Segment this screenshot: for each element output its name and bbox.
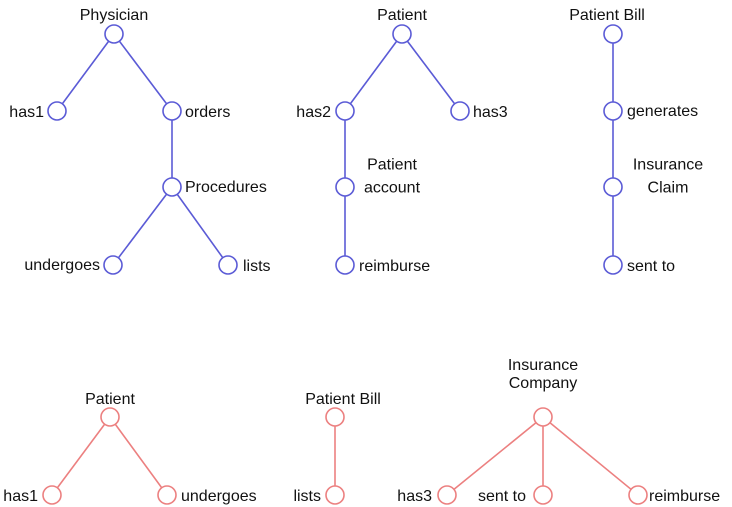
node-undergoes: [103, 255, 123, 275]
node-undergoes-2: [157, 485, 177, 505]
label-insurance-claim: Insurance Claim: [633, 157, 703, 197]
label-patient: Patient: [377, 7, 427, 24]
label-physician: Physician: [80, 7, 148, 24]
node-procedures: [162, 177, 182, 197]
label-patient-bill: Patient Bill: [569, 7, 645, 24]
label-has3-2: has3: [397, 488, 432, 505]
node-patient-bill: [603, 24, 623, 44]
label-patient-bill-2: Patient Bill: [305, 391, 381, 408]
edge-patient-2-to-has1-2: [51, 416, 111, 496]
tree-2: Patient has2 has3 Patient account reimburse: [296, 7, 508, 275]
label-line: Claim: [648, 180, 689, 197]
edge-insurance-company-to-reimburse-2: [542, 416, 639, 496]
label-sent-to: sent to: [627, 258, 675, 275]
node-has2: [335, 101, 355, 121]
edge-insurance-company-to-has3-2: [446, 416, 544, 496]
label-patient-account: Patient account: [364, 157, 421, 197]
edge-patient-to-has3: [401, 33, 461, 112]
edge-patient-2-to-undergoes-2: [109, 416, 168, 496]
label-line: Insurance: [633, 157, 703, 174]
label-sent-to-2: sent to: [478, 488, 526, 505]
edge-physician-to-has1: [56, 33, 115, 112]
node-lists: [218, 255, 238, 275]
node-orders: [162, 101, 182, 121]
node-has3: [450, 101, 470, 121]
node-patient-bill-2: [325, 407, 345, 427]
node-generates: [603, 101, 623, 121]
label-has3: has3: [473, 104, 508, 121]
node-patient-account: [335, 177, 355, 197]
node-sent-to-2: [533, 485, 553, 505]
label-line: Company: [509, 375, 577, 392]
label-has1-2: has1: [3, 488, 38, 505]
edge-physician-to-orders: [113, 33, 173, 112]
label-generates: generates: [627, 103, 698, 120]
node-has3-2: [437, 485, 457, 505]
tree-4: Patient has1 undergoes: [3, 391, 256, 505]
tree-1: Physician has1 orders Procedures undergoes li…: [9, 7, 270, 275]
label-orders: orders: [185, 104, 230, 121]
node-patient-2: [100, 407, 120, 427]
label-line: Patient: [367, 157, 417, 174]
node-physician: [104, 24, 124, 44]
label-lists-2: lists: [293, 488, 321, 505]
node-reimburse-2: [628, 485, 648, 505]
tree-3: Patient Bill generates Insurance Claim sent …: [569, 7, 703, 275]
tree-6: Insurance Company has3 sent to reimburse: [397, 357, 720, 505]
label-undergoes: undergoes: [24, 257, 100, 274]
node-reimburse: [335, 255, 355, 275]
label-undergoes-2: undergoes: [181, 488, 257, 505]
node-insurance-company: [533, 407, 553, 427]
edge-patient-to-has2: [344, 33, 403, 112]
label-procedures: Procedures: [185, 179, 267, 196]
node-has1: [47, 101, 67, 121]
edge-procedures-to-undergoes: [112, 186, 173, 266]
label-reimburse-2: reimburse: [649, 488, 720, 505]
label-lists: lists: [243, 258, 271, 275]
node-has1-2: [42, 485, 62, 505]
node-insurance-claim: [603, 177, 623, 197]
label-line: account: [364, 180, 421, 197]
label-patient-2: Patient: [85, 391, 135, 408]
node-patient: [392, 24, 412, 44]
label-has1: has1: [9, 104, 44, 121]
node-lists-2: [325, 485, 345, 505]
label-has2: has2: [296, 104, 331, 121]
label-insurance-company: Insurance Company: [508, 357, 578, 392]
label-line: Insurance: [508, 357, 578, 374]
label-reimburse: reimburse: [359, 258, 430, 275]
tree-5: Patient Bill lists: [293, 391, 380, 505]
edge-procedures-to-lists: [171, 186, 229, 266]
node-sent-to: [603, 255, 623, 275]
